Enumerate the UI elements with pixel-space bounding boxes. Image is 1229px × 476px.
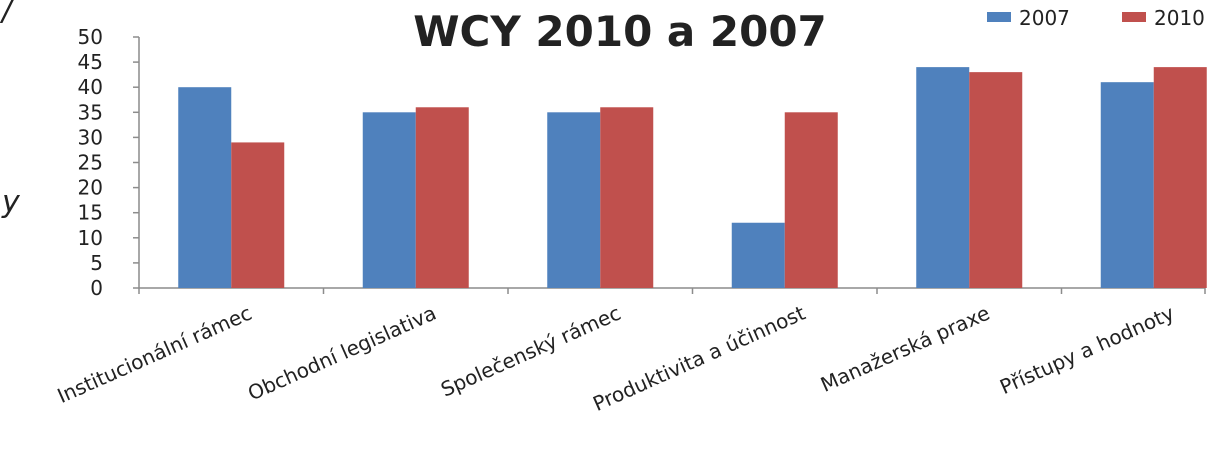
edge-fragment-middle: y [1,185,21,220]
bar-2007 [362,112,416,288]
x-category-label: Manažerská praxe [817,301,993,397]
bar-2007 [178,87,232,288]
bar-2010 [969,72,1023,288]
bar-2010 [415,107,469,288]
legend-swatch-2010 [1122,12,1146,22]
bar-2010 [231,142,285,288]
bar-2007 [547,112,601,288]
bar-2007 [916,67,970,289]
bar-2010 [600,107,654,288]
y-tick-label: 10 [78,226,103,250]
bar-2007 [1100,82,1154,289]
bar-2007 [731,222,785,288]
legend-label-2010: 2010 [1154,6,1205,30]
y-tick-label: 25 [78,151,103,175]
x-category-label: Obchodní legislativa [244,301,440,406]
y-tick-label: 35 [78,100,103,124]
bar-2010 [784,112,838,288]
y-tick-label: 15 [78,201,103,225]
y-tick-label: 30 [78,125,103,149]
y-tick-label: 0 [90,276,103,300]
x-category-label: Institucionální rámec [54,301,256,408]
bar-2010 [1153,67,1207,289]
legend-label-2007: 2007 [1019,6,1070,30]
edge-fragment-top: / [0,0,15,28]
chart-title: WCY 2010 a 2007 [413,7,827,56]
y-tick-label: 40 [78,75,103,99]
legend-swatch-2007 [987,12,1011,22]
y-tick-label: 20 [78,176,103,200]
y-tick-label: 5 [90,251,103,275]
y-tick-label: 50 [78,25,103,49]
legend: 2007 2010 [987,6,1205,30]
x-category-label: Přístupy a hodnoty [996,301,1178,400]
y-tick-label: 45 [78,50,103,74]
x-category-label: Společenský rámec [437,301,624,402]
